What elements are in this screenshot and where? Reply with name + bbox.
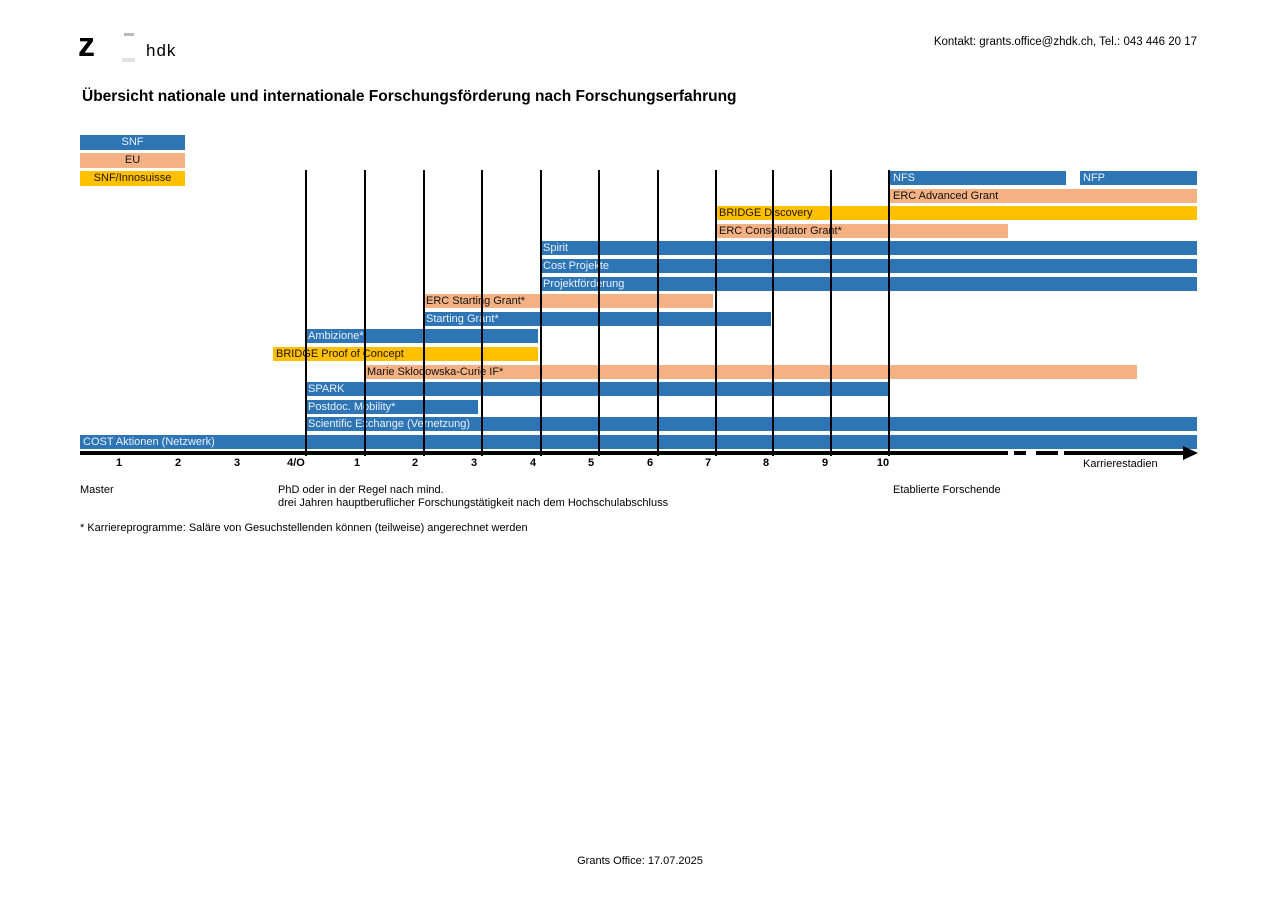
career-axis-line [1064,451,1186,455]
axis-tick-label: 5 [587,457,595,469]
axis-tick-label: 3 [233,457,241,469]
funding-bar-ambizione-: Ambizione* [305,329,538,343]
stage-label-phd: PhD oder in der Regel nach mind. drei Ja… [278,484,668,510]
gridline [598,170,600,456]
gridline [305,170,307,456]
axis-tick-label: 1 [353,457,361,469]
funding-bar-postdoc-mobility-: Postdoc. Mobility* [305,400,478,414]
gridline [888,170,890,456]
funding-bar-bridge-proof-of-concept: BRIDGE Proof of Concept [273,347,538,361]
funding-bar-projektf-rderung: Projektförderung [540,277,1197,291]
funding-bar-erc-consolidator-grant-: ERC Consolidator Grant* [716,224,1008,238]
stage-label-phd-line1: PhD oder in der Regel nach mind. [278,484,444,496]
funding-bar-nfs: NFS [890,171,1066,185]
funding-bar-nfp: NFP [1080,171,1197,185]
axis-tick-label: 10 [876,457,890,469]
zhdk-logo-hdk: hdk [146,41,177,60]
axis-tick-label: 1 [115,457,123,469]
gridline [481,170,483,456]
funding-bar-spark: SPARK [305,382,888,396]
funding-bar-spirit: Spirit [540,241,1197,255]
funding-bar-starting-grant-: Starting Grant* [423,312,771,326]
career-axis-line [80,451,1008,455]
career-axis-dash [1014,451,1026,455]
axis-tick-label: 6 [646,457,654,469]
legend-item-snf: SNF [80,135,185,150]
page-title: Übersicht nationale und internationale F… [82,88,737,105]
footnote: * Karriereprogramme: Saläre von Gesuchst… [80,522,528,534]
funding-bar-scientific-exchange-vernetzung-: Scientific Exchange (Vernetzung) [305,417,1197,431]
stage-label-phd-line2: drei Jahren hauptberuflicher Forschungst… [278,497,669,509]
gridline [715,170,717,456]
funding-bar-bridge-discovery: BRIDGE Discovery [716,206,1197,220]
axis-tick-label: 2 [174,457,182,469]
axis-tick-label: 8 [762,457,770,469]
career-axis-dash [1036,451,1058,455]
gridline [540,170,542,456]
funding-bar-marie-sklodowska-curie-if-: Marie Sklodowska-Curie IF* [364,365,1137,379]
funding-bar-erc-advanced-grant: ERC Advanced Grant [890,189,1197,203]
funding-bar-cost-projekte: Cost Projekte [540,259,1197,273]
zhdk-logo-z: z [78,26,95,64]
funding-bar-cost-aktionen-netzwerk-: COST Aktionen (Netzwerk) [80,435,1197,449]
axis-label: Karrierestadien [1083,458,1158,470]
axis-tick-label: 2 [411,457,419,469]
axis-tick-label: 3 [470,457,478,469]
gridline [657,170,659,456]
legend-item-snf-innosuisse: SNF/Innosuisse [80,171,185,186]
axis-tick-label: 4 [529,457,537,469]
gridline [423,170,425,456]
gridline [830,170,832,456]
axis-tick-label: 4/O [287,457,305,469]
contact-info: Kontakt: grants.office@zhdk.ch, Tel.: 04… [933,36,1197,48]
legend-item-eu: EU [80,153,185,168]
stage-label-established: Etablierte Forschende [893,484,1001,496]
footer-date: Grants Office: 17.07.2025 [577,855,703,867]
legend: SNF EU SNF/Innosuisse [80,135,185,189]
gridline [772,170,774,456]
gridline [364,170,366,456]
axis-arrowhead-icon [1183,446,1198,460]
axis-tick-label: 9 [821,457,829,469]
zhdk-logo-mark-icon [122,58,135,62]
zhdk-logo-mark-icon [124,33,134,36]
axis-tick-label: 7 [704,457,712,469]
funding-bar-erc-starting-grant-: ERC Starting Grant* [423,294,713,308]
stage-label-master: Master [80,484,114,496]
